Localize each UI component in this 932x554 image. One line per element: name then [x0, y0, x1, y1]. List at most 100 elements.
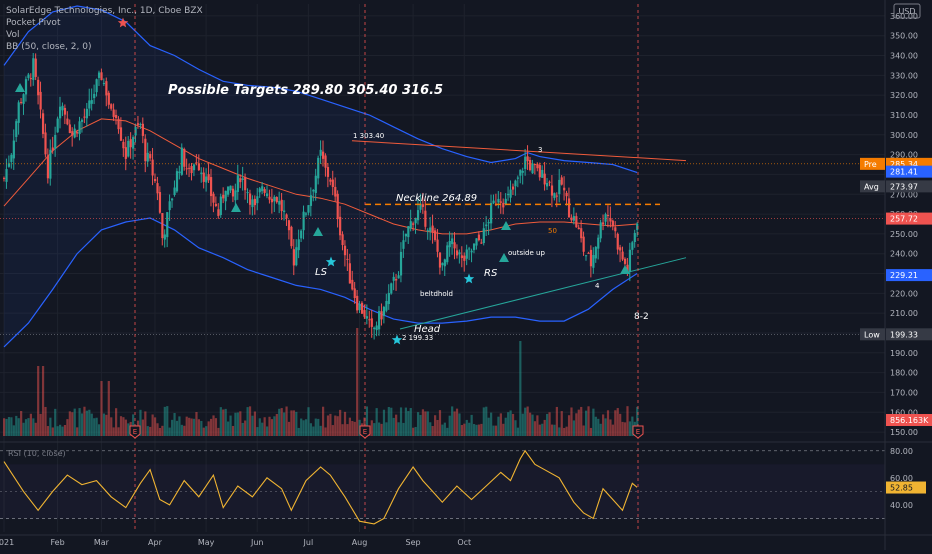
- volume-bar: [273, 416, 276, 436]
- volume-bar: [304, 419, 308, 436]
- x-tick-label: 2021: [0, 538, 14, 547]
- price-tag-value: 856.163K: [890, 416, 929, 425]
- candle-body: [56, 118, 59, 133]
- volume-bar: [173, 413, 176, 436]
- candle-body: [32, 58, 35, 80]
- volume-bar: [546, 413, 549, 436]
- candle-body: [95, 79, 98, 93]
- x-tick-label: Oct: [457, 538, 471, 547]
- volume-bar: [424, 411, 427, 436]
- volume-bar: [353, 421, 356, 436]
- volume-bar: [611, 424, 614, 436]
- volume-bar: [32, 418, 35, 436]
- y-tick-label: 320.00: [890, 91, 918, 100]
- candle-body: [465, 249, 468, 259]
- candle-body: [475, 238, 478, 246]
- volume-bar: [533, 421, 537, 436]
- right-shoulder-label: RS: [484, 268, 498, 279]
- volume-bar: [385, 422, 388, 436]
- volume-bar: [217, 427, 220, 436]
- earnings-marker[interactable]: E: [129, 425, 141, 439]
- volume-bar: [514, 420, 517, 436]
- candle-body: [621, 251, 624, 260]
- candle-body: [460, 255, 464, 258]
- volume-bar: [468, 422, 471, 436]
- candle-body: [446, 245, 449, 263]
- volume-bar: [144, 411, 147, 436]
- price-tag-value: 199.33: [890, 330, 918, 339]
- volume-bar: [565, 426, 568, 436]
- volume-bar: [139, 409, 142, 436]
- price-tag-badge: [886, 212, 932, 225]
- price-tag-value: 257.72: [890, 215, 918, 224]
- candle-body: [514, 180, 517, 187]
- volume-bar: [324, 427, 327, 436]
- volume-bar: [205, 426, 208, 436]
- candle-body: [110, 104, 113, 109]
- volume-bar: [5, 418, 8, 436]
- candle-body: [256, 196, 259, 204]
- volume-bar: [472, 424, 476, 436]
- volume-bar: [68, 411, 71, 436]
- candle-body: [541, 169, 544, 178]
- candle-body: [385, 300, 388, 311]
- volume-bar: [584, 410, 588, 436]
- candle-body: [414, 217, 417, 224]
- volume-bar: [241, 422, 244, 436]
- targets-annotation: Possible Targets 289.80 305.40 316.5: [168, 83, 443, 98]
- candle-body: [516, 177, 520, 179]
- candle-body: [251, 199, 254, 208]
- candle-body: [570, 217, 573, 221]
- earnings-marker[interactable]: E: [359, 425, 371, 439]
- volume-bar: [66, 419, 69, 436]
- volume-bar: [261, 422, 264, 436]
- candle-body: [168, 201, 171, 211]
- volume-bar: [270, 419, 274, 436]
- volume-bar: [336, 416, 339, 436]
- candle-body: [628, 249, 632, 272]
- candle-body: [334, 186, 337, 197]
- bb-lower-line: [3, 217, 638, 348]
- candle-body: [470, 250, 473, 253]
- volume-bar: [93, 418, 96, 436]
- candle-body: [229, 185, 232, 191]
- volume-bar: [209, 418, 213, 436]
- candle-body: [102, 83, 106, 85]
- volume-bar: [61, 426, 64, 436]
- volume-bar: [54, 408, 57, 436]
- candle-body: [209, 177, 213, 197]
- candle-body: [34, 58, 37, 77]
- candle-body: [307, 205, 310, 213]
- volume-bar: [90, 413, 93, 436]
- candle-body: [487, 222, 490, 224]
- volume-bar: [375, 408, 378, 436]
- candle-body: [497, 198, 500, 203]
- candle-body: [609, 218, 612, 222]
- volume-bar: [448, 415, 451, 436]
- candle-body: [519, 169, 522, 176]
- price-tag-value: 273.97: [890, 182, 918, 191]
- volume-bar: [572, 420, 576, 436]
- candle-body: [163, 234, 166, 240]
- volume-bar: [85, 410, 88, 436]
- volume-bar: [287, 421, 291, 436]
- volume-bar: [180, 424, 183, 436]
- candle-body: [112, 109, 115, 117]
- volume-bar: [426, 411, 429, 436]
- volume-bar: [100, 381, 103, 436]
- candle-body: [54, 134, 57, 150]
- volume-bar: [516, 427, 520, 436]
- volume-bar: [188, 417, 191, 436]
- candle-body: [280, 199, 283, 212]
- currency-button[interactable]: [893, 3, 921, 19]
- candle-body: [90, 100, 93, 104]
- earnings-marker[interactable]: E: [632, 425, 644, 439]
- volume-bars: [3, 328, 639, 436]
- candle-body: [183, 148, 186, 167]
- rsi-tick-label: 60.00: [890, 474, 913, 483]
- candle-body: [190, 166, 193, 174]
- price-tag-value: 229.21: [890, 271, 918, 280]
- volume-bar: [236, 412, 239, 436]
- candle-body: [39, 91, 42, 110]
